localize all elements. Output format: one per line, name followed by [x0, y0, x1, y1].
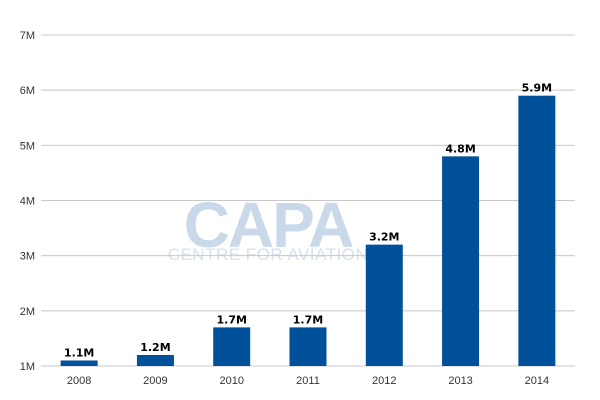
- y-tick-label: 2M: [20, 306, 35, 318]
- bar-2012: [365, 244, 403, 366]
- y-tick-label: 4M: [20, 196, 35, 208]
- data-label-2013: 4.8M: [445, 142, 475, 155]
- x-tick-label: 2013: [448, 375, 472, 387]
- x-tick-label: 2012: [372, 375, 396, 387]
- y-tick-label: 6M: [20, 85, 35, 97]
- x-tick-label: 2009: [143, 375, 167, 387]
- x-tick-label: 2010: [219, 375, 243, 387]
- bar-2013: [442, 156, 480, 366]
- y-tick-label: 3M: [20, 251, 35, 263]
- data-label-2011: 1.7M: [293, 313, 323, 326]
- bar-2009: [136, 354, 174, 366]
- y-tick-label: 5M: [20, 140, 35, 152]
- x-tick-label: 2008: [67, 375, 91, 387]
- y-axis: 1M 2M 3M 4M 5M 6M 7M: [20, 30, 35, 373]
- y-tick-label: 1M: [20, 361, 35, 373]
- x-tick-label: 2014: [525, 375, 549, 387]
- data-label-2012: 3.2M: [369, 231, 399, 244]
- bar-series: 1.1M 1.2M 1.7M 1.7M 3.2M 4.8M 5.9M: [60, 82, 556, 366]
- bar-2014: [518, 95, 556, 366]
- bar-2008: [60, 360, 98, 366]
- bar-2011: [289, 327, 327, 366]
- watermark-sub-text: CENTRE FOR AVIATION: [168, 245, 369, 264]
- data-label-2014: 5.9M: [522, 82, 552, 95]
- data-label-2009: 1.2M: [140, 341, 170, 354]
- bar-2010: [213, 327, 251, 366]
- data-label-2008: 1.1M: [64, 346, 94, 359]
- data-label-2010: 1.7M: [216, 313, 246, 326]
- x-tick-label: 2011: [296, 375, 320, 387]
- x-axis: 2008 2009 2010 2011 2012 2013 2014: [67, 375, 549, 387]
- y-tick-label: 7M: [20, 30, 35, 42]
